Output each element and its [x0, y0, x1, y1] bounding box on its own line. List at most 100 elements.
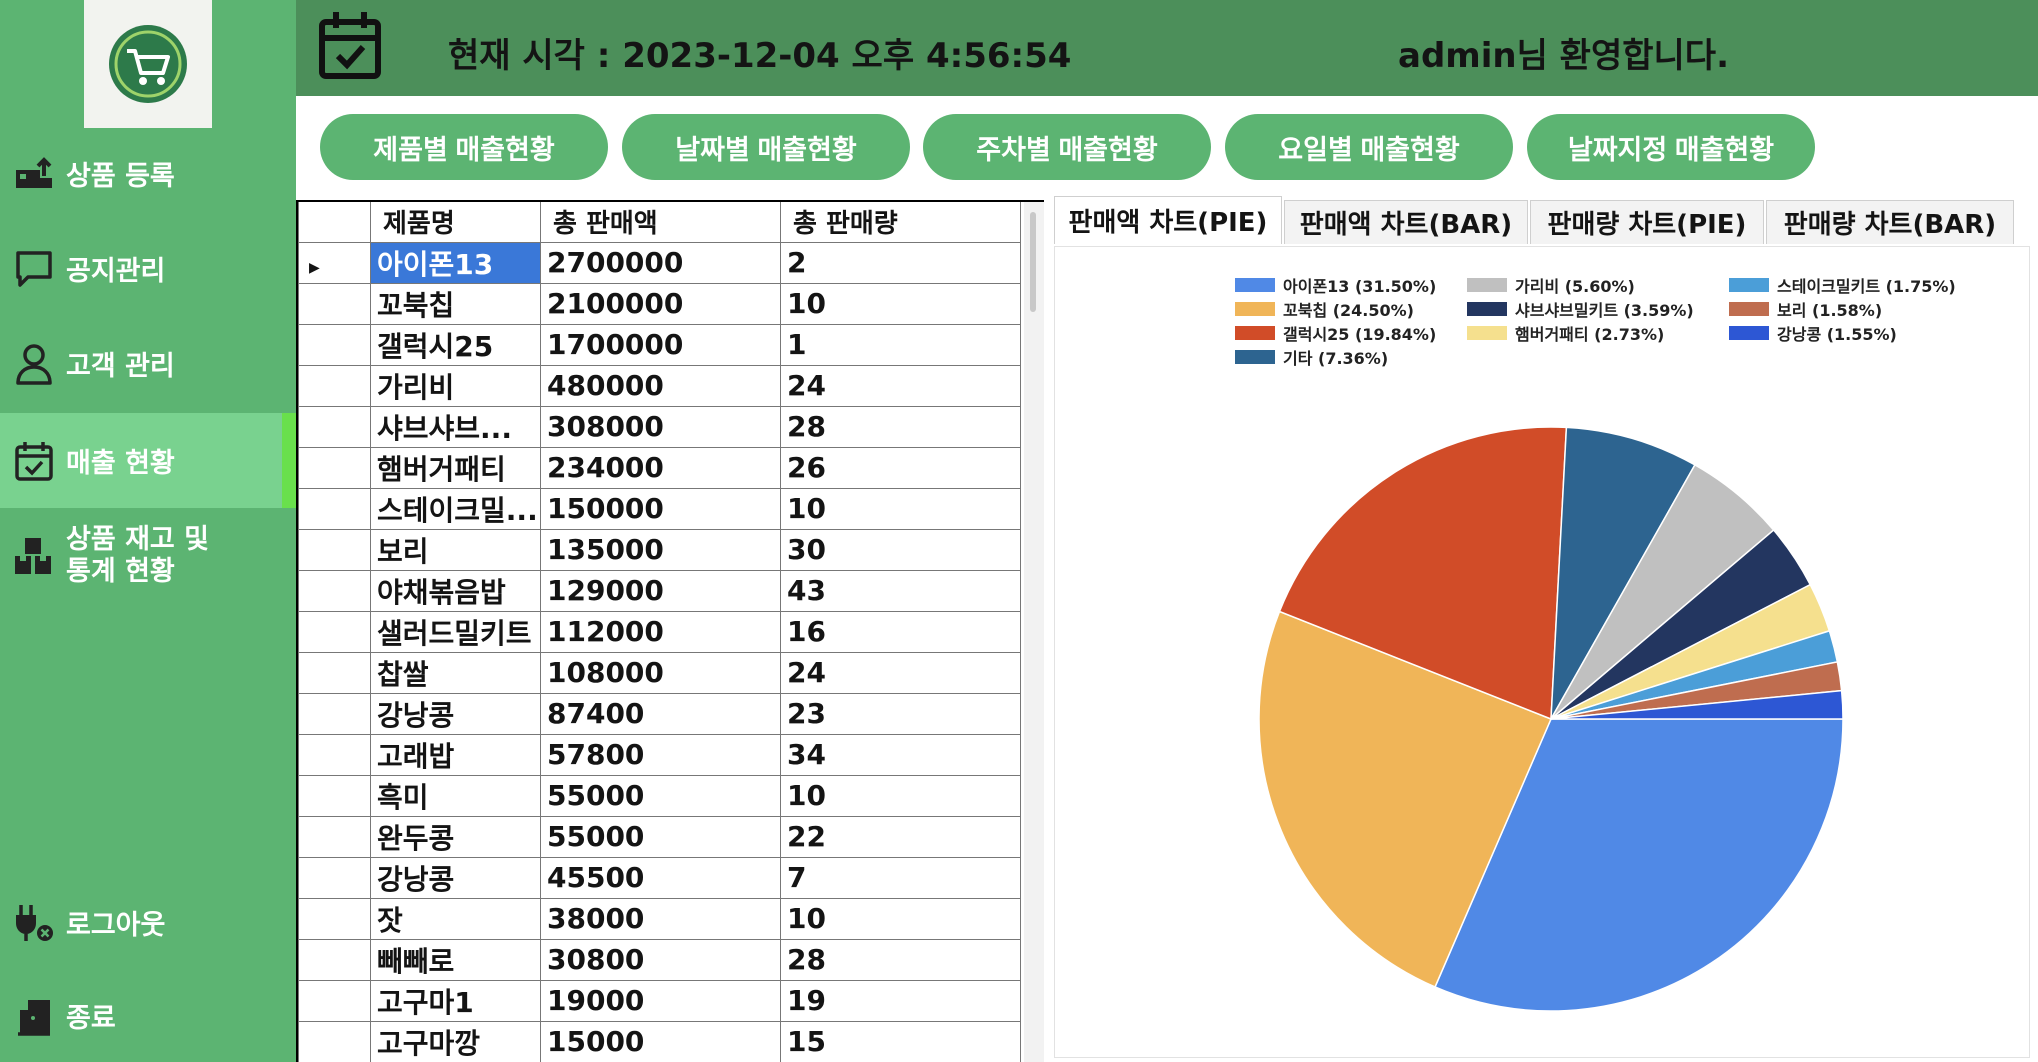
product-name-cell[interactable]: 흑미: [370, 774, 541, 817]
total-amount-cell[interactable]: 45500: [540, 856, 781, 899]
total-amount-cell[interactable]: 129000: [540, 569, 781, 612]
table-row[interactable]: 강낭콩 45500 7: [298, 856, 1021, 899]
product-name-cell[interactable]: 고래밥: [370, 733, 541, 776]
product-name-cell[interactable]: 샐러드밀키트: [370, 610, 541, 653]
total-amount-cell[interactable]: 1700000: [540, 323, 781, 366]
total-qty-cell[interactable]: 34: [780, 733, 1021, 776]
table-row[interactable]: 햄버거패티 234000 26: [298, 446, 1021, 489]
total-qty-cell[interactable]: 19: [780, 979, 1021, 1022]
total-amount-cell[interactable]: 480000: [540, 364, 781, 407]
table-row[interactable]: 흑미 55000 10: [298, 774, 1021, 817]
product-name-cell[interactable]: 강낭콩: [370, 692, 541, 735]
row-header[interactable]: [298, 938, 371, 981]
sales-by-product-button[interactable]: 제품별 매출현황: [320, 114, 608, 180]
total-amount-cell[interactable]: 234000: [540, 446, 781, 489]
row-header[interactable]: [298, 446, 371, 489]
sales-by-date-button[interactable]: 날짜별 매출현황: [622, 114, 910, 180]
product-name-cell[interactable]: 고구마깡: [370, 1020, 541, 1062]
column-header[interactable]: 총 판매량: [780, 202, 1021, 243]
tab-sales-amount-bar[interactable]: 판매액 차트(BAR): [1284, 200, 1528, 244]
sales-grid[interactable]: 제품명 총 판매액 총 판매량 ▶ 아이폰13 2700000 2 꼬북칩 2100000…: [296, 200, 1044, 1062]
product-name-cell[interactable]: 아이폰13: [370, 241, 541, 284]
table-row[interactable]: 빼빼로 30800 28: [298, 938, 1021, 981]
table-row[interactable]: 고구마1 19000 19: [298, 979, 1021, 1022]
row-header[interactable]: [298, 815, 371, 858]
row-header[interactable]: [298, 323, 371, 366]
total-qty-cell[interactable]: 28: [780, 405, 1021, 448]
table-row[interactable]: ▶ 아이폰13 2700000 2: [298, 241, 1021, 284]
total-amount-cell[interactable]: 150000: [540, 487, 781, 530]
product-name-cell[interactable]: 갤럭시25: [370, 323, 541, 366]
sidebar-item-sales[interactable]: 매출 현황: [0, 413, 296, 508]
total-qty-cell[interactable]: 10: [780, 487, 1021, 530]
sidebar-item-exit[interactable]: 종료: [0, 968, 296, 1062]
row-header[interactable]: [298, 405, 371, 448]
table-row[interactable]: 완두콩 55000 22: [298, 815, 1021, 858]
product-name-cell[interactable]: 강낭콩: [370, 856, 541, 899]
table-row[interactable]: 꼬북칩 2100000 10: [298, 282, 1021, 325]
total-qty-cell[interactable]: 2: [780, 241, 1021, 284]
pie-slice[interactable]: [1258, 610, 1552, 988]
table-row[interactable]: 갤럭시25 1700000 1: [298, 323, 1021, 366]
table-row[interactable]: 고래밥 57800 34: [298, 733, 1021, 776]
row-header[interactable]: [298, 692, 371, 735]
total-qty-cell[interactable]: 26: [780, 446, 1021, 489]
total-qty-cell[interactable]: 10: [780, 282, 1021, 325]
total-amount-cell[interactable]: 2100000: [540, 282, 781, 325]
total-qty-cell[interactable]: 43: [780, 569, 1021, 612]
total-amount-cell[interactable]: 308000: [540, 405, 781, 448]
tab-sales-amount-pie[interactable]: 판매액 차트(PIE): [1054, 196, 1282, 244]
table-row[interactable]: 강낭콩 87400 23: [298, 692, 1021, 735]
product-name-cell[interactable]: 꼬북칩: [370, 282, 541, 325]
table-row[interactable]: 보리 135000 30: [298, 528, 1021, 571]
row-header[interactable]: [298, 979, 371, 1022]
total-amount-cell[interactable]: 38000: [540, 897, 781, 940]
total-qty-cell[interactable]: 10: [780, 774, 1021, 817]
row-header[interactable]: [298, 610, 371, 653]
row-header[interactable]: [298, 1020, 371, 1062]
pie-slice[interactable]: [1278, 426, 1568, 721]
total-amount-cell[interactable]: 15000: [540, 1020, 781, 1062]
sidebar-item-logout[interactable]: 로그아웃: [0, 875, 296, 970]
total-qty-cell[interactable]: 10: [780, 897, 1021, 940]
row-header[interactable]: [298, 569, 371, 612]
product-name-cell[interactable]: 샤브샤브...: [370, 405, 541, 448]
row-header[interactable]: ▶: [298, 241, 371, 284]
sidebar-item-inventory[interactable]: 상품 재고 및 통계 현황: [0, 508, 296, 603]
product-name-cell[interactable]: 잣: [370, 897, 541, 940]
product-name-cell[interactable]: 빼빼로: [370, 938, 541, 981]
sales-by-custom-date-button[interactable]: 날짜지정 매출현황: [1527, 114, 1815, 180]
row-header[interactable]: [298, 856, 371, 899]
total-amount-cell[interactable]: 135000: [540, 528, 781, 571]
vertical-scrollbar[interactable]: [1024, 202, 1044, 1062]
table-row[interactable]: 스테이크밀... 150000 10: [298, 487, 1021, 530]
total-amount-cell[interactable]: 57800: [540, 733, 781, 776]
row-header[interactable]: [298, 528, 371, 571]
sidebar-item-notice[interactable]: 공지관리: [0, 221, 296, 316]
row-header[interactable]: [298, 282, 371, 325]
total-amount-cell[interactable]: 2700000: [540, 241, 781, 284]
table-row[interactable]: 샐러드밀키트 112000 16: [298, 610, 1021, 653]
total-amount-cell[interactable]: 30800: [540, 938, 781, 981]
total-qty-cell[interactable]: 7: [780, 856, 1021, 899]
row-header[interactable]: [298, 487, 371, 530]
table-row[interactable]: 잣 38000 10: [298, 897, 1021, 940]
product-name-cell[interactable]: 고구마1: [370, 979, 541, 1022]
sidebar-item-product-register[interactable]: 상품 등록: [0, 126, 296, 221]
total-qty-cell[interactable]: 28: [780, 938, 1021, 981]
table-row[interactable]: 고구마깡 15000 15: [298, 1020, 1021, 1062]
product-name-cell[interactable]: 가리비: [370, 364, 541, 407]
tab-sales-qty-pie[interactable]: 판매량 차트(PIE): [1530, 200, 1764, 244]
row-header[interactable]: [298, 897, 371, 940]
table-row[interactable]: 샤브샤브... 308000 28: [298, 405, 1021, 448]
total-qty-cell[interactable]: 24: [780, 364, 1021, 407]
total-qty-cell[interactable]: 24: [780, 651, 1021, 694]
tab-sales-qty-bar[interactable]: 판매량 차트(BAR): [1766, 200, 2014, 244]
product-name-cell[interactable]: 보리: [370, 528, 541, 571]
total-qty-cell[interactable]: 16: [780, 610, 1021, 653]
total-amount-cell[interactable]: 87400: [540, 692, 781, 735]
total-amount-cell[interactable]: 55000: [540, 815, 781, 858]
table-row[interactable]: 가리비 480000 24: [298, 364, 1021, 407]
pie-slice[interactable]: [1434, 718, 1844, 1012]
total-qty-cell[interactable]: 30: [780, 528, 1021, 571]
